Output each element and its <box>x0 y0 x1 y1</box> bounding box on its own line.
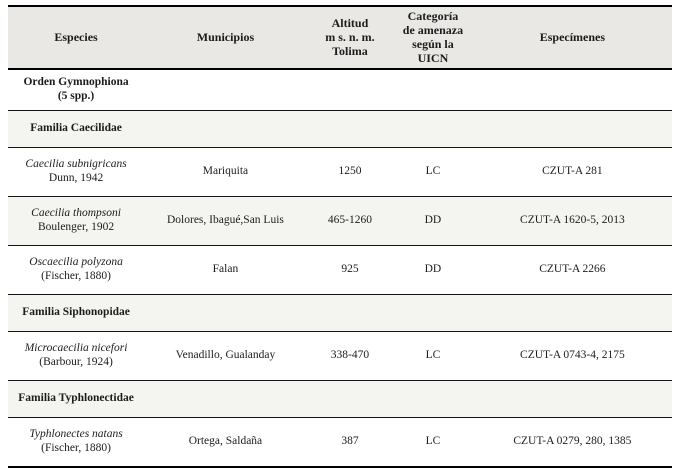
specimens-cell: CZUT-A 0743-4, 2175 <box>520 348 625 361</box>
column-header-especies: Especies <box>54 30 98 45</box>
uicn-status-cell: LC <box>425 434 441 447</box>
municipios-cell: Venadillo, Gualanday <box>175 348 276 361</box>
family-label-cell: Familia Siphonopidae <box>22 305 130 318</box>
order-name: Orden Gymnophiona <box>23 75 129 88</box>
table-header: Especies Municipios Altitud m s. n. m. T… <box>8 6 672 69</box>
altitude-cell: 465-1260 <box>327 213 372 226</box>
family-row: Familia Siphonopidae <box>8 294 672 332</box>
empty-cell <box>307 294 393 331</box>
specimens-cell: CZUT-A 1620-5, 2013 <box>520 213 625 226</box>
empty-cell <box>144 69 307 111</box>
column-header-categoria-line2: de amenaza <box>402 23 464 38</box>
altitude-cell: 1250 <box>338 164 362 177</box>
table-row: Typhlonectes natans (Fischer, 1880) Orte… <box>8 417 672 467</box>
species-author: Boulenger, 1902 <box>37 220 115 233</box>
table-body: Orden Gymnophiona (5 spp.) Familia Caeci… <box>8 68 672 467</box>
column-header-altitud-line2: m s. n. m. <box>325 30 375 45</box>
species-cell: Caecilia thompsoni Boulenger, 1902 <box>8 196 144 245</box>
species-name: Oscaecilia polyzona <box>29 255 123 268</box>
species-table: Especies Municipios Altitud m s. n. m. T… <box>8 5 672 468</box>
column-header-categoria-line3: según la <box>412 37 454 52</box>
specimens-cell: CZUT-A 0279, 280, 1385 <box>513 434 632 447</box>
altitude-cell: 387 <box>341 434 359 447</box>
municipios-cell: Falan <box>212 262 239 275</box>
uicn-status-cell: DD <box>424 213 442 226</box>
column-header-categoria-uicn: Categoría de amenaza según la UICN <box>393 6 473 69</box>
municipios-cell: Dolores, Ibagué,San Luis <box>166 213 284 226</box>
column-header-categoria-line4: UICN <box>417 51 449 66</box>
species-name: Caecilia thompsoni <box>31 206 121 219</box>
empty-cell <box>393 380 473 417</box>
table-row: Oscaecilia polyzona (Fischer, 1880) Fala… <box>8 245 672 295</box>
species-author: (Barbour, 1924) <box>39 355 113 368</box>
family-label-cell: Familia Typhlonectidae <box>18 391 134 404</box>
order-species-count: (5 spp.) <box>57 89 95 102</box>
specimens-cell: CZUT-A 2266 <box>539 262 606 275</box>
empty-cell <box>473 69 672 111</box>
family-label-cell: Familia Caecilidae <box>30 121 122 134</box>
empty-cell <box>307 110 393 147</box>
column-header-altitud-line3: Tolima <box>332 44 368 59</box>
order-label-cell: Orden Gymnophiona (5 spp.) <box>8 69 144 111</box>
empty-cell <box>393 110 473 147</box>
species-name: Typhlonectes natans <box>29 427 123 440</box>
species-cell: Typhlonectes natans (Fischer, 1880) <box>8 417 144 467</box>
altitude-cell: 925 <box>341 262 359 275</box>
family-row: Familia Typhlonectidae <box>8 380 672 418</box>
table-row: Caecilia thompsoni Boulenger, 1902 Dolor… <box>8 196 672 246</box>
municipios-cell: Ortega, Saldaña <box>188 434 263 447</box>
species-cell: Microcaecilia nicefori (Barbour, 1924) <box>8 331 144 380</box>
uicn-status-cell: DD <box>424 262 442 275</box>
order-row: Orden Gymnophiona (5 spp.) <box>8 68 672 111</box>
empty-cell <box>144 294 307 331</box>
species-author: (Fischer, 1880) <box>41 269 111 282</box>
column-header-municipios: Municipios <box>196 30 255 45</box>
species-cell: Caecilia subnigricans Dunn, 1942 <box>8 147 144 196</box>
empty-cell <box>144 380 307 417</box>
species-author: Dunn, 1942 <box>48 171 104 184</box>
column-header-altitud: Altitud m s. n. m. Tolima <box>307 6 393 69</box>
column-header-categoria-line1: Categoría <box>407 9 459 23</box>
altitude-cell: 338-470 <box>330 348 370 361</box>
empty-cell <box>144 110 307 147</box>
species-name: Caecilia subnigricans <box>25 157 127 170</box>
specimens-cell: CZUT-A 281 <box>542 164 603 177</box>
species-name: Microcaecilia nicefori <box>24 341 128 354</box>
family-row: Familia Caecilidae <box>8 110 672 148</box>
empty-cell <box>307 380 393 417</box>
empty-cell <box>473 380 672 417</box>
column-header-altitud-line1: Altitud <box>331 16 369 31</box>
table-row: Caecilia subnigricans Dunn, 1942 Mariqui… <box>8 147 672 197</box>
table-row: Microcaecilia nicefori (Barbour, 1924) V… <box>8 331 672 381</box>
empty-cell <box>473 294 672 331</box>
page: Especies Municipios Altitud m s. n. m. T… <box>8 5 672 468</box>
column-header-especimenes: Especímenes <box>539 30 606 45</box>
empty-cell <box>473 110 672 147</box>
uicn-status-cell: LC <box>425 348 441 361</box>
species-author: (Fischer, 1880) <box>41 441 111 454</box>
empty-cell <box>393 294 473 331</box>
empty-cell <box>307 69 393 111</box>
header-row: Especies Municipios Altitud m s. n. m. T… <box>8 6 672 69</box>
uicn-status-cell: LC <box>425 164 441 177</box>
municipios-cell: Mariquita <box>202 164 249 177</box>
species-cell: Oscaecilia polyzona (Fischer, 1880) <box>8 245 144 294</box>
empty-cell <box>393 69 473 111</box>
